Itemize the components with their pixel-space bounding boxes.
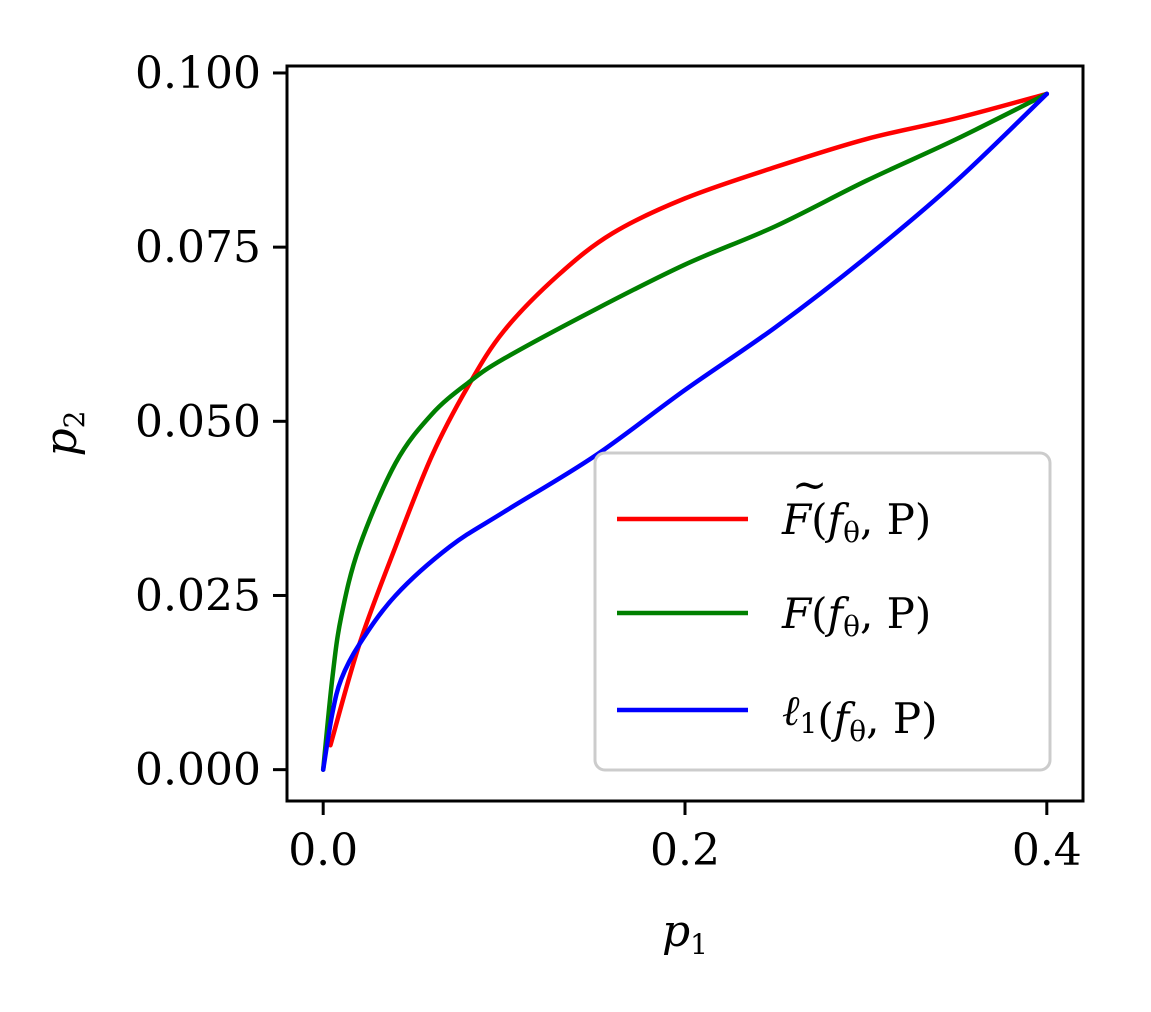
y-axis-label-base: p [36,428,87,456]
y-axis-label-sub: 2 [58,411,91,429]
x-tick-label: 0.0 [288,825,358,876]
y-tick-label: 0.100 [135,48,261,99]
series-line-1 [328,91,1050,748]
series-layer [320,91,1050,772]
x-tick-label: 0.2 [650,825,720,876]
legend-entry-label: F(fθ, P) [781,495,931,549]
legend-tilde: ~ [792,460,827,509]
x-axis-label: p1 [662,906,708,961]
x-axis: 0.0 0.2 0.4 [288,801,1082,876]
legend-entry-label: ℓ1(fθ, P) [782,686,937,748]
y-tick-label: 0.000 [135,745,261,796]
y-axis-label: p2 [36,411,91,457]
series-line-2 [320,91,1050,772]
legend-box [593,451,1052,772]
y-tick-label: 0.075 [135,222,261,273]
y-tick-label: 0.025 [135,570,261,621]
legend-entry-label: F(fθ, P) [781,589,931,643]
x-axis-label-sub: 1 [690,928,708,961]
legend: F(fθ, P)~F(fθ, P)ℓ1(fθ, P) [593,451,1052,772]
y-tick-label: 0.050 [135,396,261,447]
x-axis-label-base: p [662,906,690,957]
x-tick-label: 0.4 [1012,825,1082,876]
series-line-3 [320,91,1050,772]
y-axis: 0.000 0.025 0.050 0.075 0.100 [135,48,287,796]
